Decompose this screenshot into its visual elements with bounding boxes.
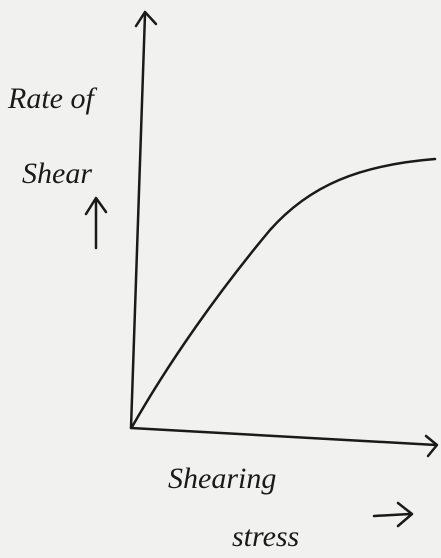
right-arrow bbox=[372, 501, 414, 528]
x-axis bbox=[129, 426, 438, 447]
x-axis-label: stress bbox=[232, 520, 299, 553]
up-arrow bbox=[84, 196, 108, 250]
x-axis-label: Shearing bbox=[168, 462, 276, 495]
y-axis-label: Rate of bbox=[7, 82, 97, 115]
y-axis-label: Shear bbox=[22, 157, 92, 190]
curve bbox=[130, 157, 437, 429]
x-axis-arrow bbox=[424, 434, 439, 458]
y-axis-arrow bbox=[134, 10, 158, 28]
y-axis bbox=[129, 12, 147, 430]
